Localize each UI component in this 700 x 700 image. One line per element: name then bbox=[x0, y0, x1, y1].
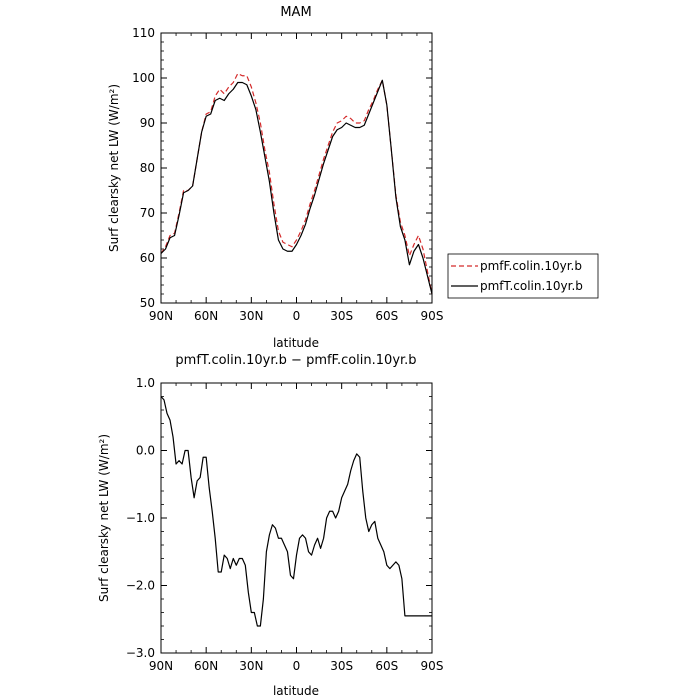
top-x-tick-label: 30S bbox=[330, 309, 353, 323]
top-y-axis-label: Surf clearsky net LW (W/m²) bbox=[107, 84, 121, 252]
bottom-x-tick-label: 60N bbox=[194, 659, 218, 673]
top-x-tick-label: 90N bbox=[149, 309, 173, 323]
bottom-x-tick-label: 0 bbox=[293, 659, 301, 673]
bottom-x-tick-label: 30N bbox=[239, 659, 263, 673]
bottom-x-tick-label: 90S bbox=[421, 659, 444, 673]
bottom-x-axis-label: latitude bbox=[273, 684, 319, 698]
bottom-y-tick-label: 1.0 bbox=[136, 376, 155, 390]
legend: pmfF.colin.10yr.b pmfT.colin.10yr.b bbox=[447, 253, 599, 299]
top-y-tick-label: 70 bbox=[140, 206, 155, 220]
top-x-tick-label: 30N bbox=[239, 309, 263, 323]
top-series-line-1 bbox=[160, 72, 433, 295]
top-series-lines bbox=[160, 72, 433, 295]
top-plot-frame bbox=[160, 32, 433, 304]
bottom-y-tick-label: −2.0 bbox=[126, 579, 155, 593]
legend-label-series-2: pmfT.colin.10yr.b bbox=[480, 279, 583, 293]
bottom-x-tick-label: 60S bbox=[375, 659, 398, 673]
top-x-tick-label: 60N bbox=[194, 309, 218, 323]
top-y-tick-label: 50 bbox=[140, 296, 155, 310]
bottom-y-tick-label: 0.0 bbox=[136, 444, 155, 458]
top-chart-title: MAM bbox=[280, 5, 311, 20]
top-y-tick-label: 80 bbox=[140, 161, 155, 175]
top-series-line-2 bbox=[160, 79, 433, 295]
bottom-chart-title: pmfT.colin.10yr.b − pmfF.colin.10yr.b bbox=[175, 353, 416, 368]
bottom-x-tick-label: 90N bbox=[149, 659, 173, 673]
top-x-tick-label: 90S bbox=[421, 309, 444, 323]
bottom-x-tick-label: 30S bbox=[330, 659, 353, 673]
bottom-y-axis-label: Surf clearsky net LW (W/m²) bbox=[97, 434, 111, 602]
bottom-y-tick-label: −3.0 bbox=[126, 646, 155, 660]
bottom-series-line-1 bbox=[160, 396, 432, 627]
bottom-series-lines bbox=[160, 396, 432, 627]
top-panel: MAM Surf clearsky net LW (W/m²) latitude… bbox=[107, 5, 443, 350]
top-y-tick-label: 90 bbox=[140, 116, 155, 130]
bottom-panel: pmfT.colin.10yr.b − pmfF.colin.10yr.b Su… bbox=[97, 353, 443, 698]
legend-label-series-1: pmfF.colin.10yr.b bbox=[480, 259, 582, 273]
top-y-tick-label: 100 bbox=[132, 71, 155, 85]
top-x-tick-label: 0 bbox=[293, 309, 301, 323]
top-x-axis-label: latitude bbox=[273, 336, 319, 350]
bottom-y-tick-label: −1.0 bbox=[126, 511, 155, 525]
top-x-tick-label: 60S bbox=[375, 309, 398, 323]
bottom-axes: 90N 60N 30N 0 30S 60S 90S −3.0 −2.0 −1.0 0.0 1.0 bbox=[126, 376, 444, 673]
legend-box bbox=[447, 253, 599, 299]
top-axes: 90N 60N 30N 0 30S 60S 90S 50 60 70 80 90 100 110 bbox=[132, 26, 443, 323]
top-y-tick-label: 60 bbox=[140, 251, 155, 265]
top-y-tick-label: 110 bbox=[132, 26, 155, 40]
bottom-plot-frame bbox=[160, 382, 433, 654]
